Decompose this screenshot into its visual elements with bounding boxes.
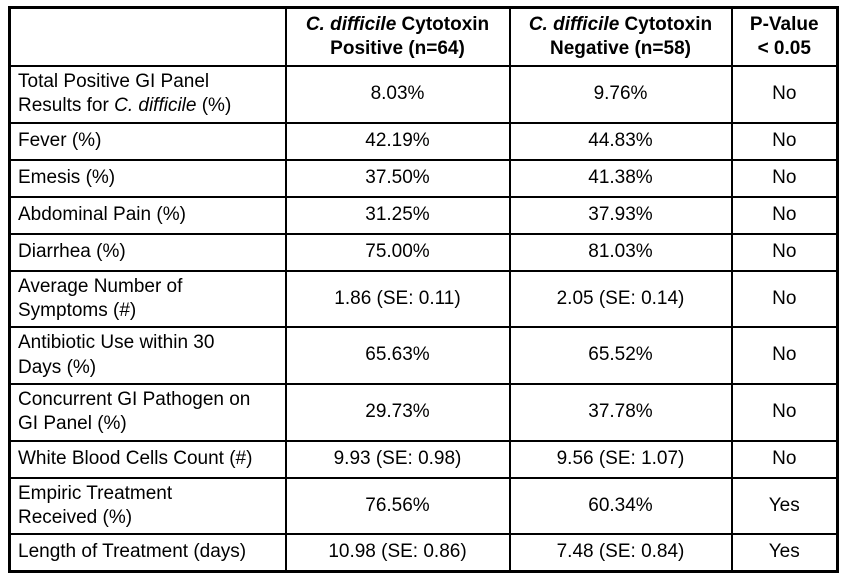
text-segment: Length of Treatment (days) [18, 541, 247, 563]
clinical-comparison-table: C. difficile Cytotoxin Positive (n=64) C.… [8, 6, 839, 573]
table-row-9: Empiric Treatment Received (%) 76.56% 60.3… [8, 476, 839, 536]
negative-value: 37.93% [508, 195, 733, 235]
row-label: White Blood Cells Count (#) [8, 439, 287, 479]
p-value: No [730, 158, 839, 198]
table-row-8: White Blood Cells Count (#) 9.93 (SE: 0.9… [8, 439, 839, 479]
row-label: Concurrent GI Pathogen on GI Panel (%) [8, 382, 287, 442]
row-label: Total Positive GI Panel Results for C. d… [8, 65, 287, 124]
negative-value: 41.38% [508, 158, 733, 198]
negative-value: 37.78% [508, 382, 733, 442]
positive-value: 29.73% [284, 382, 511, 442]
p-value: No [730, 195, 839, 235]
table-row-2: Emesis (%) 37.50% 41.38% No [8, 158, 839, 198]
text-segment: Average Number of Symptoms (#) [18, 275, 183, 321]
page: C. difficile Cytotoxin Positive (n=64) C.… [8, 6, 839, 573]
positive-value: 31.25% [284, 195, 511, 235]
negative-value: 65.52% [508, 326, 733, 385]
table-row-5: Average Number of Symptoms (#) 1.86 (SE: … [8, 269, 839, 329]
table-row-0: Total Positive GI Panel Results for C. d… [8, 65, 839, 124]
positive-value: 8.03% [284, 65, 511, 124]
negative-value: 9.76% [508, 65, 733, 124]
table-row-6: Antibiotic Use within 30 Days (%) 65.63% 6… [8, 326, 839, 385]
row-label: Emesis (%) [8, 158, 287, 198]
p-value: No [730, 269, 839, 329]
text-segment: Cytotoxin Positive (n=64) [330, 13, 490, 59]
row-label: Antibiotic Use within 30 Days (%) [8, 326, 287, 385]
negative-value: 60.34% [508, 476, 733, 536]
text-segment: Concurrent GI Pathogen on GI Panel (%) [18, 388, 251, 435]
text-segment: Fever (%) [18, 129, 102, 151]
column-header-0 [8, 6, 287, 67]
negative-value: 9.56 (SE: 1.07) [508, 439, 733, 479]
table-body: Total Positive GI Panel Results for C. d… [8, 65, 839, 573]
column-header-1: C. difficile Cytotoxin Positive (n=64) [284, 6, 511, 67]
table-header: C. difficile Cytotoxin Positive (n=64) C.… [8, 6, 839, 67]
italic-text-segment: C. difficile [528, 13, 620, 35]
text-segment: P-Value < 0.05 [749, 13, 819, 59]
text-segment: Emesis (%) [18, 166, 116, 188]
positive-value: 75.00% [284, 232, 511, 272]
header-row: C. difficile Cytotoxin Positive (n=64) C.… [8, 6, 839, 67]
text-segment: Abdominal Pain (%) [18, 203, 186, 225]
positive-value: 42.19% [284, 121, 511, 161]
p-value: No [730, 232, 839, 272]
positive-value: 76.56% [284, 476, 511, 536]
p-value: No [730, 326, 839, 385]
text-segment: (%) [196, 95, 232, 117]
table-row-4: Diarrhea (%) 75.00% 81.03% No [8, 232, 839, 272]
positive-value: 10.98 (SE: 0.86) [284, 533, 511, 573]
row-label: Diarrhea (%) [8, 232, 287, 272]
negative-value: 44.83% [508, 121, 733, 161]
row-label: Fever (%) [8, 121, 287, 161]
table-row-10: Length of Treatment (days) 10.98 (SE: 0.8… [8, 533, 839, 573]
negative-value: 81.03% [508, 232, 733, 272]
text-segment: Antibiotic Use within 30 Days (%) [18, 332, 215, 378]
negative-value: 7.48 (SE: 0.84) [508, 533, 733, 573]
positive-value: 1.86 (SE: 0.11) [284, 269, 511, 329]
p-value: No [730, 382, 839, 442]
text-segment: White Blood Cells Count (#) [18, 447, 253, 469]
positive-value: 65.63% [284, 326, 511, 385]
negative-value: 2.05 (SE: 0.14) [508, 269, 733, 329]
positive-value: 9.93 (SE: 0.98) [284, 439, 511, 479]
text-segment: Diarrhea (%) [18, 240, 126, 262]
row-label: Empiric Treatment Received (%) [8, 476, 287, 536]
row-label: Average Number of Symptoms (#) [8, 269, 287, 329]
table-row-3: Abdominal Pain (%) 31.25% 37.93% No [8, 195, 839, 235]
row-label: Abdominal Pain (%) [8, 195, 287, 235]
p-value: No [730, 121, 839, 161]
p-value: No [730, 65, 839, 124]
p-value: No [730, 439, 839, 479]
p-value: Yes [730, 533, 839, 573]
positive-value: 37.50% [284, 158, 511, 198]
column-header-3: P-Value < 0.05 [730, 6, 839, 67]
text-segment: Empiric Treatment Received (%) [18, 482, 173, 528]
row-label: Length of Treatment (days) [8, 533, 287, 573]
table-row-1: Fever (%) 42.19% 44.83% No [8, 121, 839, 161]
p-value: Yes [730, 476, 839, 536]
text-segment: Cytotoxin Negative (n=58) [550, 13, 713, 59]
italic-text-segment: C. difficile [305, 13, 397, 35]
column-header-2: C. difficile Cytotoxin Negative (n=58) [508, 6, 733, 67]
text-segment: Total Positive GI Panel Results for [18, 71, 210, 117]
table-row-7: Concurrent GI Pathogen on GI Panel (%) 29… [8, 382, 839, 442]
italic-text-segment: C. difficile [114, 95, 197, 117]
